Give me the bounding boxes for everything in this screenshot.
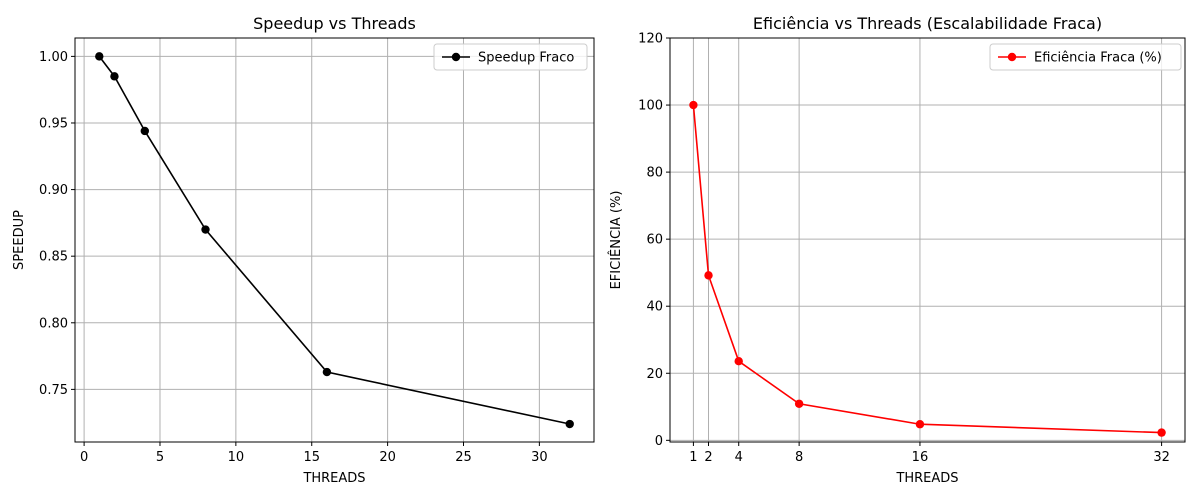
legend-label: Speedup Fraco xyxy=(478,51,574,66)
series-line xyxy=(692,104,1162,434)
data-point xyxy=(689,100,698,110)
data-point xyxy=(201,225,210,234)
y-axis-label: SPEEDUP xyxy=(12,210,27,270)
x-tick-label: 32 xyxy=(1153,450,1170,465)
data-point xyxy=(1157,428,1166,437)
efficiency-chart: 1 2 4 8 16 32 0 20 40 60 80 100 120 Eficiência vs Thr… xyxy=(608,14,1186,486)
legend-label: Eficiência Fraca (%) xyxy=(1034,51,1162,66)
x-tick-label: 25 xyxy=(455,450,472,465)
x-tick-label: 0 xyxy=(80,450,88,465)
y-tick-label: 0.90 xyxy=(39,183,68,198)
series-line xyxy=(98,55,570,425)
y-tick-label: 120 xyxy=(638,32,663,47)
legend-box xyxy=(989,43,1182,71)
y-axis-label: EFICIÊNCIA (%) xyxy=(608,191,624,290)
x-tick-label: 10 xyxy=(228,450,245,465)
chart-title: Eficiência vs Threads (Escalabilidade Fr… xyxy=(753,14,1102,33)
data-point xyxy=(110,72,119,81)
x-tick-label: 5 xyxy=(156,450,164,465)
data-point xyxy=(565,419,574,429)
y-tick-label: 20 xyxy=(646,367,663,382)
plot-frame xyxy=(669,37,1186,443)
legend: Speedup Fraco xyxy=(433,43,588,71)
y-tick-label: 0 xyxy=(655,434,663,449)
y-tick-label: 0.75 xyxy=(39,383,68,398)
data-point xyxy=(140,126,150,136)
legend: Eficiência Fraca (%) xyxy=(989,43,1182,71)
x-axis-label: THREADS xyxy=(302,471,365,486)
y-tick-label: 1.00 xyxy=(39,50,68,65)
x-tick-label: 1 xyxy=(689,450,697,465)
data-point xyxy=(794,399,804,408)
data-point xyxy=(95,52,104,61)
chart-title: Speedup vs Threads xyxy=(253,14,416,33)
y-tick-label: 100 xyxy=(638,99,663,114)
y-tick-label: 0.95 xyxy=(39,116,68,131)
x-axis-label: THREADS xyxy=(895,471,958,486)
y-tick-label: 0.85 xyxy=(39,250,68,265)
x-tick-label: 4 xyxy=(735,450,743,465)
x-tick-label: 2 xyxy=(704,450,712,465)
y-tick-label: 0.80 xyxy=(39,316,68,331)
grid xyxy=(670,37,1185,442)
x-tick-label: 20 xyxy=(379,450,396,465)
y-tick-label: 60 xyxy=(646,233,663,248)
x-tick-label: 15 xyxy=(303,450,320,465)
data-point xyxy=(734,357,743,366)
data-point xyxy=(322,367,332,377)
y-tick-label: 40 xyxy=(646,300,663,315)
data-point xyxy=(915,420,925,429)
x-tick-label: 8 xyxy=(795,450,803,465)
legend-box xyxy=(433,43,588,71)
grid xyxy=(75,38,594,442)
speedup-chart: 0 5 10 15 20 25 30 0.75 0.80 0.85 0.90 0.95 1.00 Spee… xyxy=(12,14,595,486)
x-tick-label: 30 xyxy=(531,450,548,465)
y-tick-label: 80 xyxy=(646,166,663,181)
legend-marker xyxy=(1007,52,1017,62)
plot-frame xyxy=(74,37,595,443)
data-point xyxy=(704,271,713,280)
legend-marker xyxy=(451,52,461,62)
x-tick-label: 16 xyxy=(912,450,929,465)
